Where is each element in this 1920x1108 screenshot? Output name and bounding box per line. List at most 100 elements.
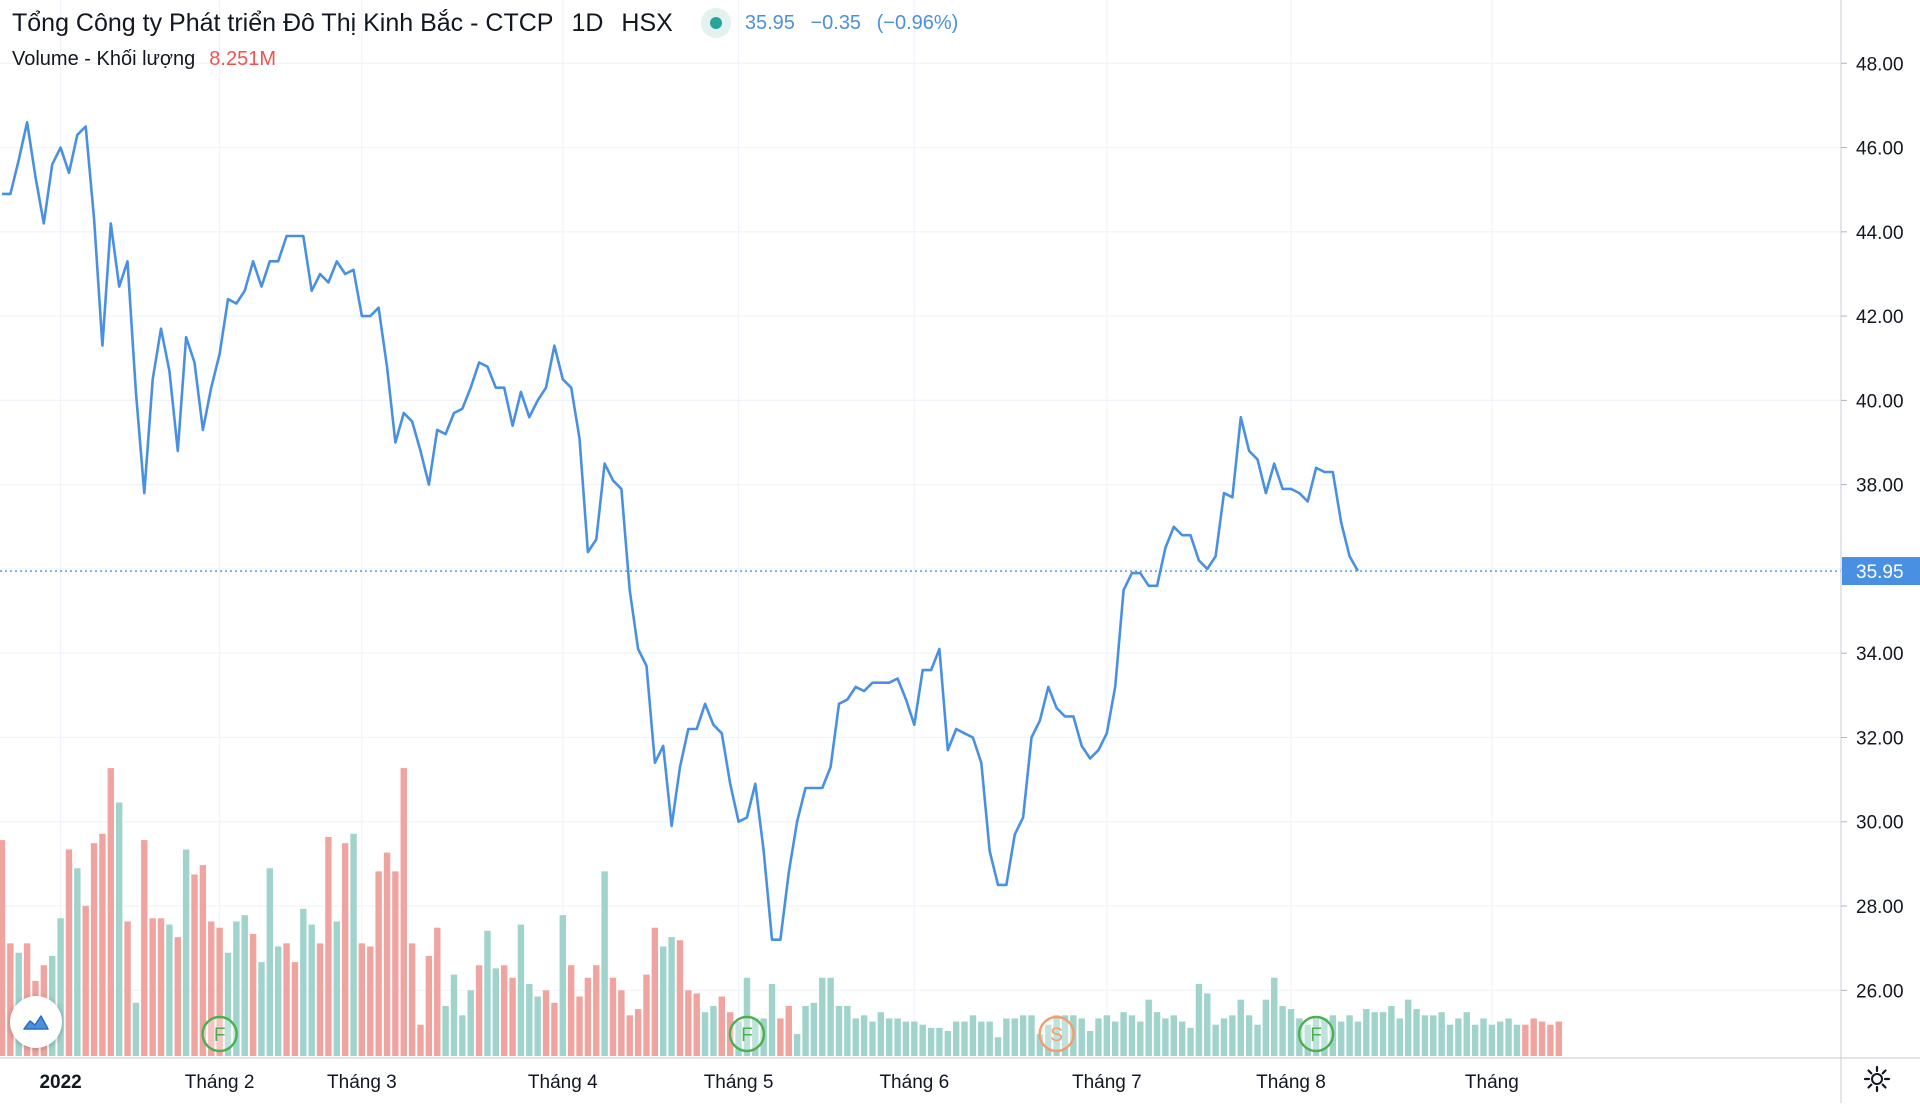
tradingview-logo-icon[interactable] — [10, 996, 62, 1048]
volume-bar — [869, 1021, 876, 1056]
volume-bar — [509, 977, 516, 1056]
volume-bar — [90, 843, 98, 1056]
price-point — [1181, 534, 1183, 536]
volume-bar — [852, 1018, 859, 1056]
price-point — [361, 315, 363, 317]
price-point — [1030, 736, 1032, 738]
volume-bar — [1028, 1015, 1035, 1056]
event-marker-label: F — [1310, 1025, 1322, 1046]
volume-bar — [224, 952, 232, 1056]
price-point — [1214, 555, 1216, 557]
price-point — [1005, 884, 1007, 886]
price-point — [821, 787, 823, 789]
volume-bar — [291, 962, 299, 1056]
price-tick-label: 40.00 — [1856, 391, 1904, 412]
volume-bar — [1212, 1024, 1219, 1056]
price-tick-label: 26.00 — [1856, 981, 1904, 1002]
price-point — [846, 698, 848, 700]
volume-bar — [1513, 1024, 1521, 1056]
volume-bar — [1413, 1009, 1420, 1056]
price-point — [302, 235, 304, 237]
volume-bar — [601, 871, 608, 1056]
price-point — [336, 260, 338, 262]
price-tick-label: 48.00 — [1856, 54, 1904, 75]
price-point — [210, 387, 212, 389]
price-point — [9, 193, 11, 195]
event-marker-label: F — [741, 1025, 753, 1046]
volume-bar — [333, 921, 340, 1056]
volume-bar — [0, 840, 6, 1056]
price-point — [1281, 488, 1283, 490]
price-point — [18, 159, 20, 161]
volume-bar — [132, 1002, 140, 1056]
volume-bar — [835, 1005, 843, 1056]
price-point — [1315, 467, 1317, 469]
legend-volume: Volume - Khối lượng 8.251M — [12, 44, 276, 74]
price-point — [202, 429, 204, 431]
dividend-event-marker[interactable]: F — [201, 1015, 238, 1053]
volume-bar — [584, 977, 592, 1056]
volume-bar — [542, 990, 550, 1056]
volume-bar — [777, 1018, 784, 1056]
volume-bar — [149, 918, 156, 1056]
price-point — [863, 690, 865, 692]
time-tick-label: Tháng 6 — [879, 1072, 949, 1093]
price-point — [1147, 585, 1149, 587]
price-point — [729, 783, 731, 785]
volume-bar — [1312, 1018, 1320, 1056]
price-point — [310, 290, 312, 292]
price-point — [143, 492, 145, 494]
volume-bar — [1128, 1015, 1136, 1056]
price-point — [51, 163, 53, 165]
price-point — [788, 871, 790, 873]
volume-bar — [969, 1015, 977, 1056]
price-point — [59, 146, 61, 148]
volume-bar — [685, 990, 692, 1056]
volume-bar — [1363, 1009, 1370, 1056]
volume-bar — [74, 868, 81, 1056]
split-event-marker[interactable]: S — [1038, 1015, 1075, 1053]
volume-bar — [819, 977, 826, 1056]
interval-label[interactable]: 1D — [571, 8, 604, 37]
volume-bar — [1220, 1018, 1228, 1056]
price-point — [444, 433, 446, 435]
volume-bar — [1271, 977, 1278, 1056]
volume-bar — [676, 940, 684, 1056]
volume-bar — [216, 927, 223, 1056]
dividend-event-marker[interactable]: F — [1297, 1015, 1335, 1053]
volume-bar — [249, 933, 257, 1056]
price-tick-label: 44.00 — [1856, 223, 1904, 244]
volume-bar — [877, 1012, 885, 1056]
volume-bar — [1095, 1018, 1102, 1056]
volume-bar — [944, 1030, 952, 1056]
volume-bar — [526, 984, 533, 1056]
volume-bar — [484, 930, 491, 1056]
time-tick-label: Tháng — [1465, 1072, 1519, 1093]
volume-bar — [1120, 1012, 1127, 1056]
price-point — [235, 302, 237, 304]
volume-bar — [1204, 993, 1211, 1056]
price-point — [578, 437, 580, 439]
volume-bar — [668, 937, 675, 1056]
event-marker-label: F — [214, 1025, 226, 1046]
price-point — [126, 260, 128, 262]
symbol-title[interactable]: Tổng Công ty Phát triển Đô Thị Kinh Bắc … — [12, 8, 554, 37]
price-point — [771, 939, 773, 941]
volume-label[interactable]: Volume - Khối lượng — [12, 47, 196, 70]
volume-bar — [1404, 999, 1412, 1056]
dividend-event-marker[interactable]: F — [728, 1015, 766, 1053]
volume-bar — [1304, 1024, 1311, 1056]
price-point — [536, 399, 538, 401]
volume-bar — [768, 984, 776, 1056]
market-status-dot-icon[interactable] — [700, 8, 731, 38]
price-point — [1206, 568, 1208, 570]
gear-icon[interactable] — [1862, 1064, 1892, 1094]
last-price-value: 35.95 — [744, 11, 795, 34]
price-point — [269, 260, 271, 262]
price-point — [988, 850, 990, 852]
volume-bar — [593, 965, 600, 1056]
volume-bar — [358, 943, 366, 1056]
volume-bar — [618, 990, 625, 1056]
